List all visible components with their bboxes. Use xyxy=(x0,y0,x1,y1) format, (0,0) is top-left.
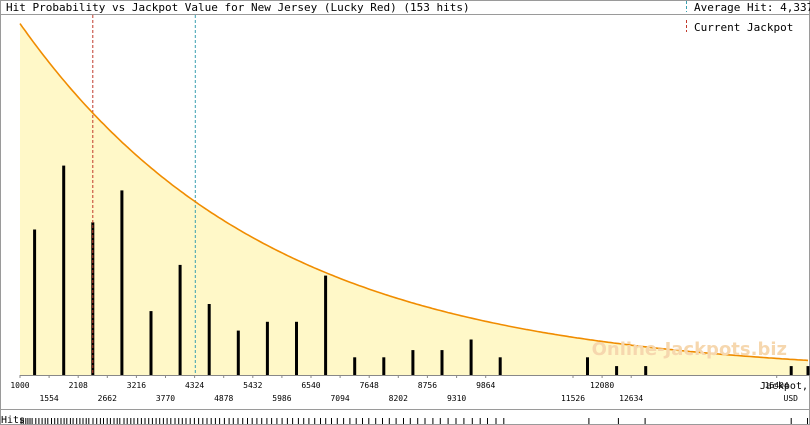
x-tick-label-upper: 12080 xyxy=(590,381,614,390)
x-tick-label-upper: 7648 xyxy=(360,381,379,390)
x-tick-label-lower: 8202 xyxy=(389,394,408,403)
hits-rug xyxy=(20,418,808,424)
x-tick-label-lower: 1554 xyxy=(39,394,58,403)
x-axis-label-line1: Jackpot, xyxy=(760,381,808,392)
hit-bar xyxy=(586,357,589,376)
x-tick-label-upper: 1000 xyxy=(10,381,29,390)
x-tick-label-lower: 3770 xyxy=(156,394,175,403)
x-tick-label-lower: 4878 xyxy=(214,394,233,403)
legend-current-label: Current Jackpot xyxy=(694,21,793,34)
x-axis-ticks: 1000 2108 3216 4324 5432 6540 7648 8756 9864 1208… xyxy=(10,375,789,403)
hit-bar xyxy=(120,190,124,375)
x-tick-label-upper: 2108 xyxy=(69,381,88,390)
legend: Average Hit: 4,337 Current Jackpot xyxy=(686,1,810,34)
x-tick-label-upper: 3216 xyxy=(127,381,146,390)
x-tick-label-upper: 4324 xyxy=(185,381,204,390)
probability-curve xyxy=(19,23,809,362)
hit-bar xyxy=(498,357,502,376)
hit-bar xyxy=(236,330,240,375)
hit-bar xyxy=(178,264,182,375)
hit-bar xyxy=(149,311,153,375)
hit-bar xyxy=(353,357,357,376)
hit-bar xyxy=(806,366,810,375)
hit-bar xyxy=(295,321,298,376)
x-tick-label-lower: 11526 xyxy=(561,394,585,403)
reference-lines xyxy=(92,15,196,375)
hit-bar xyxy=(411,350,415,375)
hit-bars xyxy=(33,165,810,376)
hit-bar xyxy=(33,229,37,375)
x-tick-label-upper: 5432 xyxy=(243,381,262,390)
hit-bar xyxy=(91,222,95,375)
probability-area-fill xyxy=(20,23,808,375)
hit-bar xyxy=(265,321,269,376)
x-tick-label-upper: 6540 xyxy=(301,381,320,390)
x-tick-label-lower: 9310 xyxy=(447,394,466,403)
hit-bar xyxy=(615,366,619,375)
hit-bar xyxy=(469,339,473,375)
x-tick-label-upper: 15404 xyxy=(765,381,789,390)
hit-bar xyxy=(207,304,211,375)
watermark: Online-Jackpots.biz xyxy=(592,339,787,360)
x-tick-label-upper: 8756 xyxy=(418,381,437,390)
hit-bar xyxy=(382,357,386,376)
hits-rug-label: Hits xyxy=(1,415,25,425)
chart-title: Hit Probability vs Jackpot Value for New… xyxy=(6,1,470,14)
hit-bar xyxy=(62,165,66,375)
legend-average-label: Average Hit: 4,337 xyxy=(694,1,810,14)
x-tick-label-lower: 7094 xyxy=(330,394,349,403)
x-tick-label-lower: 12634 xyxy=(619,394,643,403)
x-tick-label-lower: 5986 xyxy=(272,394,291,403)
probability-curve-line xyxy=(19,23,809,362)
hit-bar xyxy=(644,366,648,375)
x-tick-label-lower: 2662 xyxy=(98,394,117,403)
hit-bar xyxy=(789,366,793,375)
x-tick-label-upper: 9864 xyxy=(476,381,495,390)
hit-bar xyxy=(440,350,444,375)
probability-area xyxy=(20,23,808,375)
x-axis-label-line2: USD xyxy=(784,394,799,403)
hit-bar xyxy=(324,275,328,375)
